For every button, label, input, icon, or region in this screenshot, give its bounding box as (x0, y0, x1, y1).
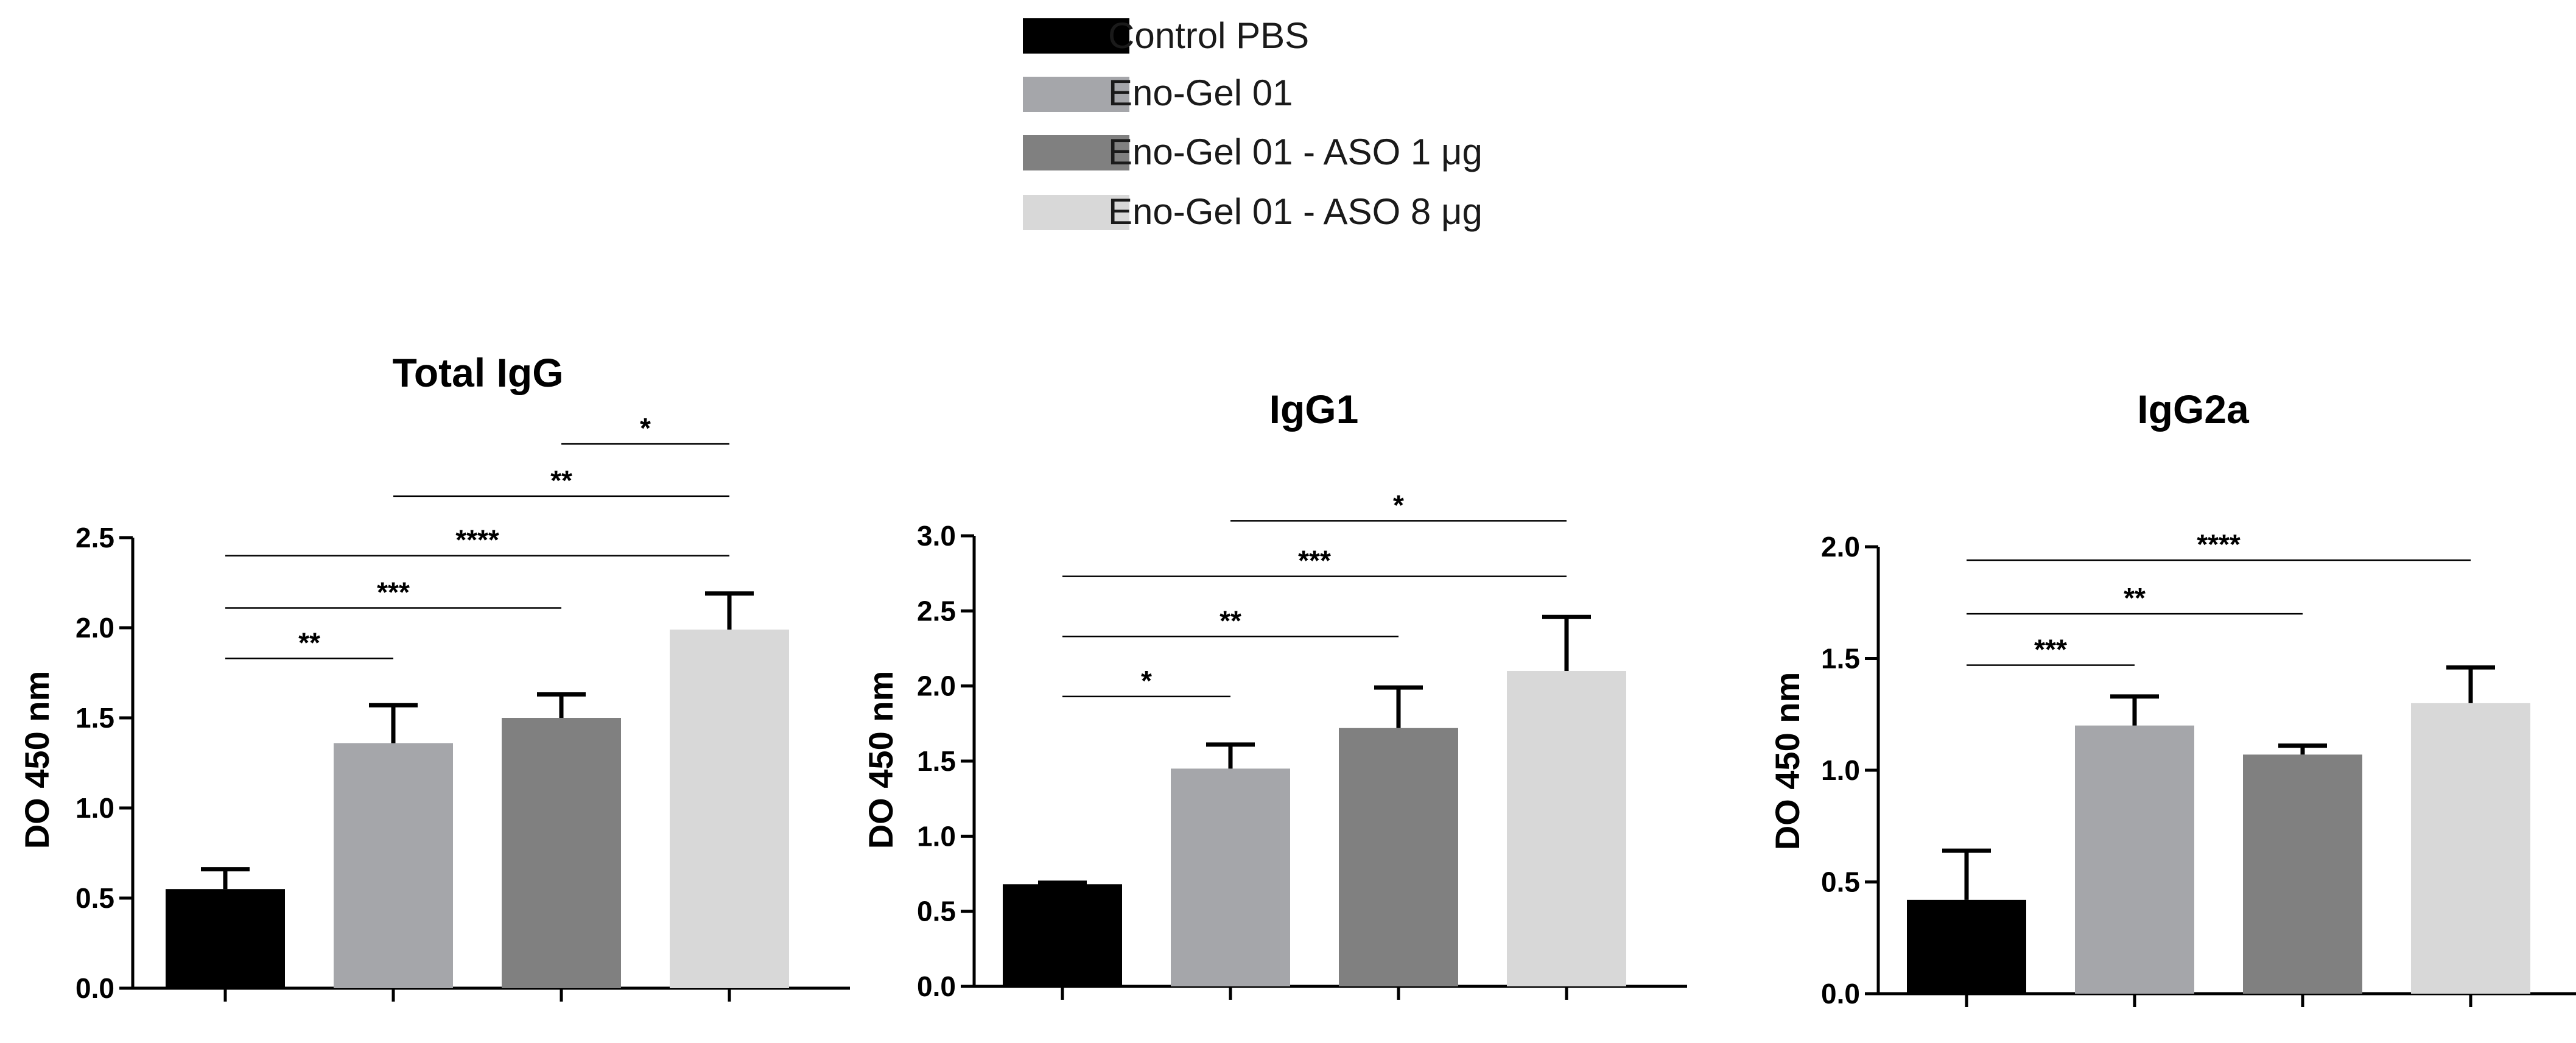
y-tick-label: 2.0 (1821, 531, 1860, 563)
significance-label: *** (1298, 545, 1331, 577)
legend-swatch-eno-gel-01 (1023, 77, 1129, 112)
significance-label: ** (550, 465, 572, 496)
bar (1171, 768, 1290, 986)
chart-panel-igg1: IgG1 DO 450 nm 0.00.51.01.52.02.53.0****… (862, 387, 1687, 1002)
chart-title: IgG1 (1269, 387, 1359, 432)
significance-label: *** (377, 576, 410, 608)
bar (1507, 671, 1626, 986)
legend-swatch-eno-gel-01-aso-8 (1023, 195, 1129, 230)
y-tick-label: 1.0 (917, 820, 956, 852)
y-tick-label: 2.0 (75, 612, 114, 644)
y-tick-label: 2.5 (75, 522, 114, 553)
y-tick-label: 0.5 (917, 896, 956, 927)
legend-item: Eno-Gel 01 (1023, 72, 1293, 113)
chart-title: Total IgG (392, 350, 563, 395)
significance-label: ** (2124, 582, 2146, 614)
bar (502, 718, 621, 988)
bar (2411, 703, 2530, 994)
significance-label: * (1141, 665, 1152, 697)
legend-item: Control PBS (1023, 15, 1309, 56)
bar (1339, 728, 1458, 986)
y-tick-label: 3.0 (917, 520, 956, 552)
legend-swatch-eno-gel-01-aso-1 (1023, 135, 1129, 170)
bar (334, 743, 453, 988)
chart-panel-igg2a: IgG2a DO 450 nm 0.00.51.01.52.0********* (1768, 387, 2576, 1010)
y-tick-label: 1.5 (917, 745, 956, 777)
y-tick-label: 0.0 (75, 972, 114, 1004)
y-tick-label: 0.5 (1821, 866, 1860, 898)
legend-label: Control PBS (1108, 15, 1309, 56)
bar (670, 629, 789, 988)
y-axis-label: DO 450 nm (18, 671, 56, 849)
y-axis-label: DO 450 nm (862, 671, 900, 849)
legend-item: Eno-Gel 01 - ASO 1 μg (1023, 132, 1483, 172)
y-tick-label: 0.0 (917, 971, 956, 1002)
y-tick-label: 1.0 (1821, 754, 1860, 786)
bar (2075, 725, 2194, 994)
y-tick-label: 1.5 (1821, 643, 1860, 675)
significance-label: * (640, 412, 651, 444)
bar (1907, 899, 2026, 994)
significance-label: *** (2034, 634, 2067, 665)
legend-item: Eno-Gel 01 - ASO 8 μg (1023, 191, 1483, 232)
legend: Control PBS Eno-Gel 01 Eno-Gel 01 - ASO … (1023, 15, 1483, 232)
y-tick-label: 0.0 (1821, 978, 1860, 1010)
y-tick-label: 0.5 (75, 882, 114, 914)
legend-swatch-control-pbs (1023, 18, 1129, 54)
legend-label: Eno-Gel 01 - ASO 8 μg (1108, 191, 1483, 232)
bar (2243, 754, 2362, 994)
legend-label: Eno-Gel 01 - ASO 1 μg (1108, 132, 1483, 172)
bar (166, 889, 285, 988)
significance-label: **** (2197, 529, 2241, 560)
chart-title: IgG2a (2137, 387, 2250, 432)
y-tick-label: 2.5 (917, 595, 956, 627)
bar (1003, 884, 1122, 986)
y-tick-label: 1.5 (75, 702, 114, 734)
chart-panel-total-igg: Total IgG DO 450 nm 0.00.51.01.52.02.5**… (18, 350, 850, 1004)
significance-label: **** (455, 524, 499, 556)
y-tick-label: 2.0 (917, 670, 956, 702)
legend-label: Eno-Gel 01 (1108, 72, 1293, 113)
significance-label: * (1393, 489, 1404, 521)
significance-label: ** (1220, 605, 1241, 636)
significance-label: ** (298, 627, 320, 658)
y-tick-label: 1.0 (75, 792, 114, 824)
y-axis-label: DO 450 nm (1768, 672, 1806, 851)
